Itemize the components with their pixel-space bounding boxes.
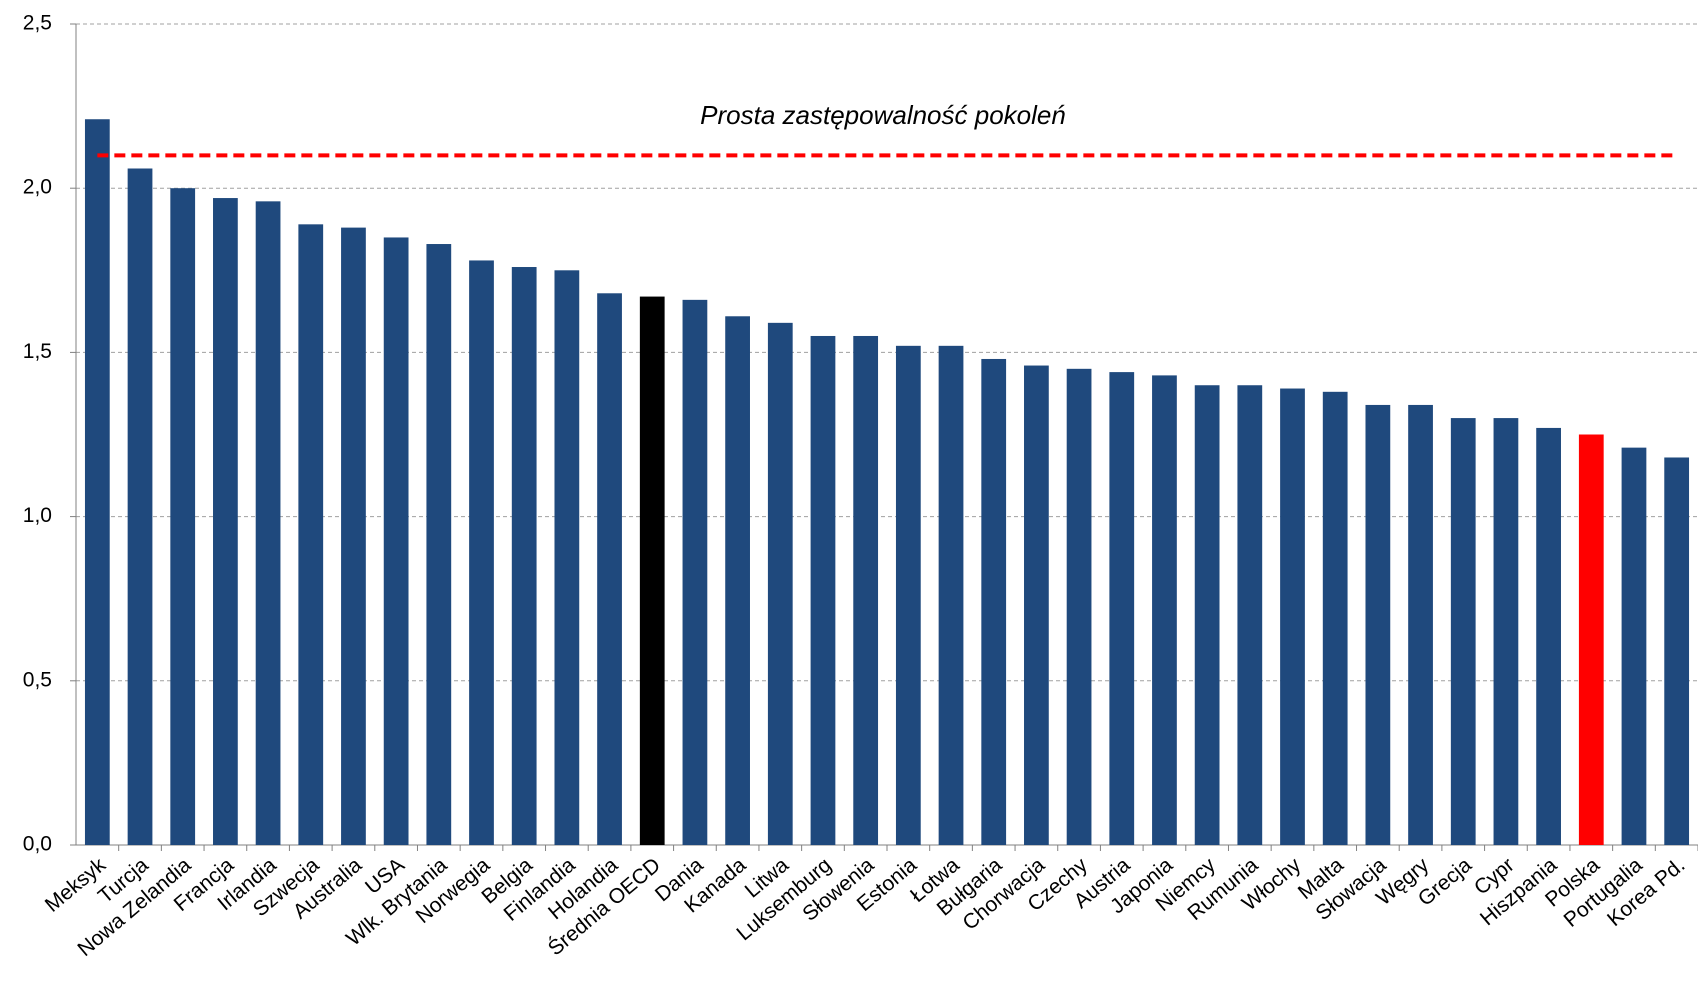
bar	[1621, 447, 1647, 845]
bar	[639, 296, 665, 845]
bar	[1450, 418, 1476, 845]
bar	[1322, 391, 1348, 845]
bar	[1408, 404, 1433, 845]
y-tick-label: 0,5	[23, 668, 52, 691]
bar	[810, 335, 836, 845]
bar	[170, 188, 196, 845]
bar	[84, 119, 110, 845]
bar	[383, 237, 409, 845]
bar	[213, 198, 238, 845]
bar	[895, 345, 921, 845]
bar	[1493, 418, 1519, 845]
y-tick-label: 2,5	[23, 12, 52, 35]
bar	[853, 335, 879, 845]
bar	[1066, 368, 1092, 845]
bar	[1664, 457, 1690, 845]
bar	[1109, 372, 1135, 845]
bar	[1578, 434, 1604, 845]
bar	[725, 316, 750, 845]
bar	[938, 345, 964, 845]
bar	[1237, 385, 1263, 845]
bar	[1152, 375, 1177, 845]
bar	[426, 244, 452, 845]
bar	[255, 201, 281, 845]
bar	[554, 270, 580, 845]
y-tick-label: 0,0	[23, 833, 52, 856]
bar	[511, 267, 537, 845]
bar	[981, 358, 1007, 845]
bar	[767, 322, 793, 845]
bar	[1024, 365, 1049, 845]
reference-label: Prosta zastępowalność pokoleń	[700, 100, 1066, 130]
bar	[341, 227, 366, 845]
y-tick-label: 1,0	[23, 504, 52, 527]
bar	[597, 293, 622, 846]
bar	[1280, 388, 1305, 845]
y-tick-label: 2,0	[23, 176, 52, 199]
y-tick-label: 1,5	[23, 340, 52, 363]
bar	[127, 168, 153, 846]
bar	[469, 260, 494, 845]
bar	[682, 299, 708, 846]
bar	[1365, 404, 1391, 845]
bar	[1536, 427, 1561, 845]
bar	[298, 224, 324, 846]
bar	[1194, 385, 1220, 845]
